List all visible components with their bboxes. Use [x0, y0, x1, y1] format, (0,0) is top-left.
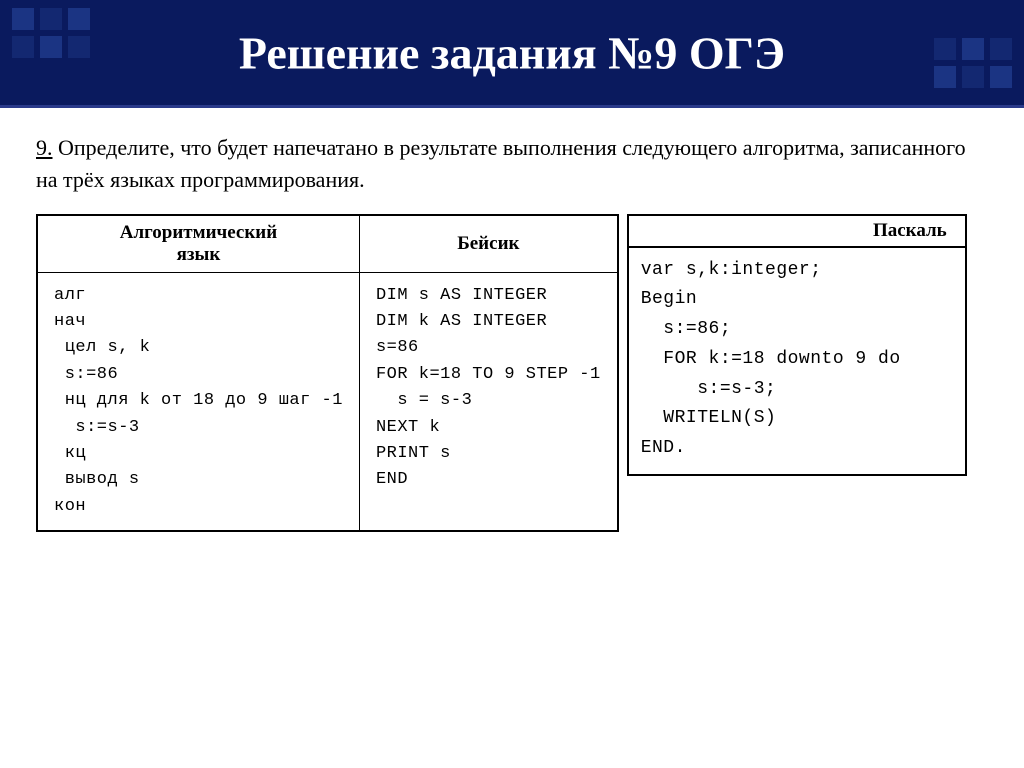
header-basic: Бейсик — [359, 215, 617, 273]
header-pascal: Паскаль — [629, 216, 965, 248]
pascal-box: Паскаль var s,k:integer; Begin s:=86; FO… — [627, 214, 967, 476]
question-body: Определите, что будет напечатано в резул… — [36, 135, 966, 192]
algo-basic-table: Алгоритмический язык Бейсик алг нач цел … — [36, 214, 619, 532]
algo-code: алг нач цел s, k s:=86 нц для k от 18 до… — [54, 283, 343, 520]
page-title: Решение задания №9 ОГЭ — [239, 26, 785, 79]
question-text: 9. Определите, что будет напечатано в ре… — [36, 132, 988, 196]
deco-squares-left — [12, 8, 90, 58]
code-tables-row: Алгоритмический язык Бейсик алг нач цел … — [36, 214, 988, 532]
slide-header: Решение задания №9 ОГЭ — [0, 0, 1024, 108]
header-algo-line1: Алгоритмический — [120, 222, 277, 243]
basic-code-cell: DIM s AS INTEGER DIM k AS INTEGER s=86 F… — [359, 272, 617, 531]
content-area: 9. Определите, что будет напечатано в ре… — [0, 108, 1024, 556]
basic-code: DIM s AS INTEGER DIM k AS INTEGER s=86 F… — [376, 283, 601, 494]
table-row: алг нач цел s, k s:=86 нц для k от 18 до… — [37, 272, 618, 531]
deco-squares-right — [934, 38, 1012, 88]
algo-code-cell: алг нач цел s, k s:=86 нц для k от 18 до… — [37, 272, 359, 531]
question-number: 9. — [36, 135, 53, 160]
header-algo-line2: язык — [177, 244, 221, 265]
pascal-code: var s,k:integer; Begin s:=86; FOR k:=18 … — [629, 248, 965, 474]
header-algo-lang: Алгоритмический язык — [37, 215, 359, 273]
